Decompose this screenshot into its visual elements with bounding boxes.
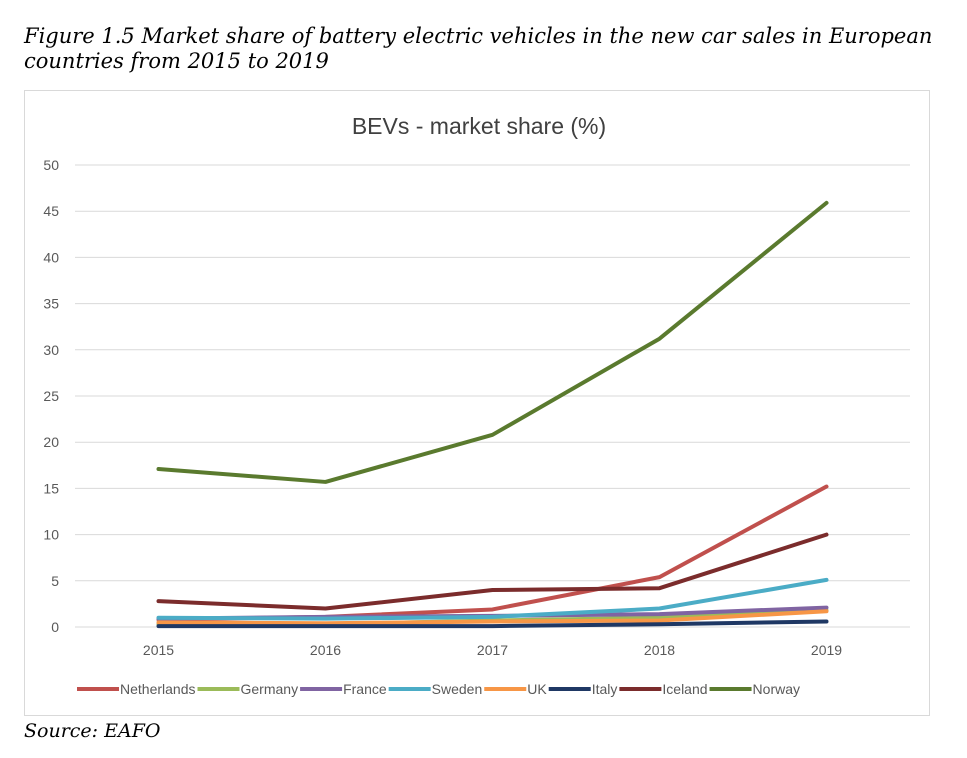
y-tick-label-40: 40 [43,249,59,265]
x-tick-labels: 2015 2016 2017 2018 2019 [143,642,842,658]
chart-frame: BEVs - market share (%) 0 5 10 15 20 25 30 35 40… [24,90,930,716]
y-tick-label-45: 45 [43,203,59,219]
legend-label-france: France [343,681,387,697]
y-tick-label-25: 25 [43,388,59,404]
y-tick-label-0: 0 [51,619,59,635]
legend-item-france: France [300,681,387,697]
x-tick-label-2018: 2018 [644,642,675,658]
figure-caption: Figure 1.5 Market share of battery elect… [24,24,933,73]
grid-layer [75,164,910,628]
legend-label-netherlands: Netherlands [120,681,196,697]
series-line-iceland [156,532,829,611]
source-note: Source: EAFO [24,720,161,742]
series-layer [156,200,829,629]
x-tick-label-2015: 2015 [143,642,174,658]
legend-label-uk: UK [527,681,547,697]
legend-label-italy: Italy [592,681,618,697]
legend-item-iceland: Iceland [619,681,708,697]
x-tick-label-2017: 2017 [477,642,508,658]
legend-item-norway: Norway [709,681,800,697]
legend-label-germany: Germany [241,681,299,697]
legend-item-uk: UK [484,681,547,697]
legend-item-germany: Germany [197,681,299,697]
series-line-netherlands [156,484,829,622]
x-tick-label-2016: 2016 [310,642,341,658]
legend-label-sweden: Sweden [432,681,483,697]
series-line-sweden [156,577,829,621]
y-tick-label-35: 35 [43,296,59,312]
y-tick-label-15: 15 [43,480,59,496]
y-tick-label-5: 5 [51,573,59,589]
legend-item-sweden: Sweden [388,681,483,697]
chart-title: BEVs - market share (%) [352,113,606,139]
legend-item-netherlands: Netherlands [77,681,196,697]
y-tick-label-20: 20 [43,434,59,450]
series-line-uk [156,609,829,626]
legend: Netherlands Germany France Sweden UK Italy Ice… [77,681,800,697]
legend-label-iceland: Iceland [662,681,707,697]
line-chart: BEVs - market share (%) 0 5 10 15 20 25 30 35 40… [43,113,910,697]
series-line-norway [156,200,829,484]
y-tick-labels: 0 5 10 15 20 25 30 35 40 45 50 [43,157,59,635]
y-tick-label-30: 30 [43,342,59,358]
y-tick-label-10: 10 [43,527,59,543]
x-tick-label-2019: 2019 [811,642,842,658]
legend-item-italy: Italy [548,681,618,697]
y-tick-label-50: 50 [43,157,59,173]
series-line-italy [156,619,829,629]
legend-label-norway: Norway [753,681,800,697]
